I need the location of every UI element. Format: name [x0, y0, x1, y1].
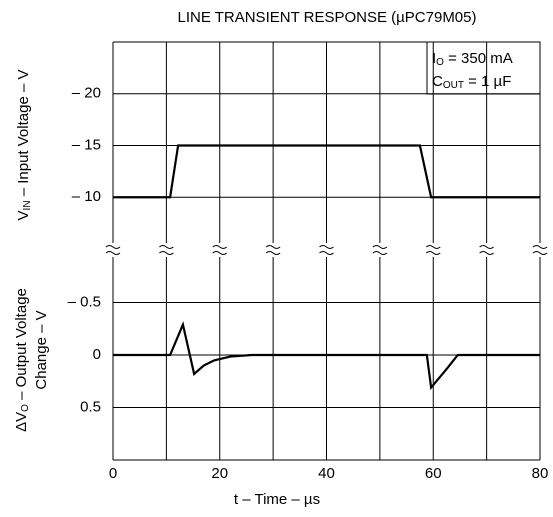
x-tick-label: 80 — [532, 465, 549, 482]
axis-break — [265, 245, 281, 255]
axis-break — [532, 245, 548, 255]
y-tick-label: – 20 — [72, 85, 101, 102]
text-part: = 1 µF — [464, 73, 511, 90]
x-tick-label: 40 — [318, 465, 335, 482]
y-tick-label: 0 — [93, 346, 101, 363]
text-part: – Input Voltage – V — [15, 70, 32, 201]
axis-break — [105, 245, 121, 255]
label: IO = 350 mA — [432, 50, 513, 68]
data-line — [113, 320, 540, 391]
y-tick-label: – 0.5 — [68, 293, 101, 310]
legend-box — [426, 41, 541, 95]
x-tick-label: 0 — [109, 465, 117, 482]
axis-break — [479, 245, 494, 255]
chart-title: LINE TRANSIENT RESPONSE (µPC79M05) — [177, 9, 476, 26]
text-part: Δ — [13, 422, 30, 432]
y-tick-label: – 10 — [72, 188, 101, 205]
subscript: IN — [22, 200, 33, 210]
subscript: OUT — [443, 80, 464, 91]
x-tick-label: 60 — [425, 465, 442, 482]
subscript: O — [436, 57, 444, 68]
text-part: – Output Voltage — [13, 288, 30, 404]
axis-break — [319, 245, 334, 255]
text-part: Change – V — [33, 310, 50, 389]
axis-break — [425, 245, 441, 255]
text-part: = 350 mA — [444, 50, 513, 67]
label: COUT = 1 µF — [432, 73, 511, 91]
text-part: C — [432, 73, 443, 90]
y-tick-label: – 15 — [72, 136, 101, 153]
y-tick-label: 0.5 — [80, 398, 101, 415]
label: VIN – Input Voltage – V — [15, 70, 33, 221]
axis-break — [212, 245, 228, 255]
x-axis-label: t – Time – µs — [234, 491, 320, 508]
text-part: V — [15, 210, 32, 220]
text-part: V — [13, 412, 30, 422]
axis-break — [159, 245, 174, 255]
label: Change – V — [33, 310, 50, 389]
data-line — [113, 144, 540, 199]
x-tick-label: 20 — [211, 465, 228, 482]
subscript: O — [20, 404, 31, 412]
text-part: I — [432, 50, 436, 67]
label: ΔVO – Output Voltage — [13, 288, 31, 432]
axis-break — [372, 245, 388, 255]
